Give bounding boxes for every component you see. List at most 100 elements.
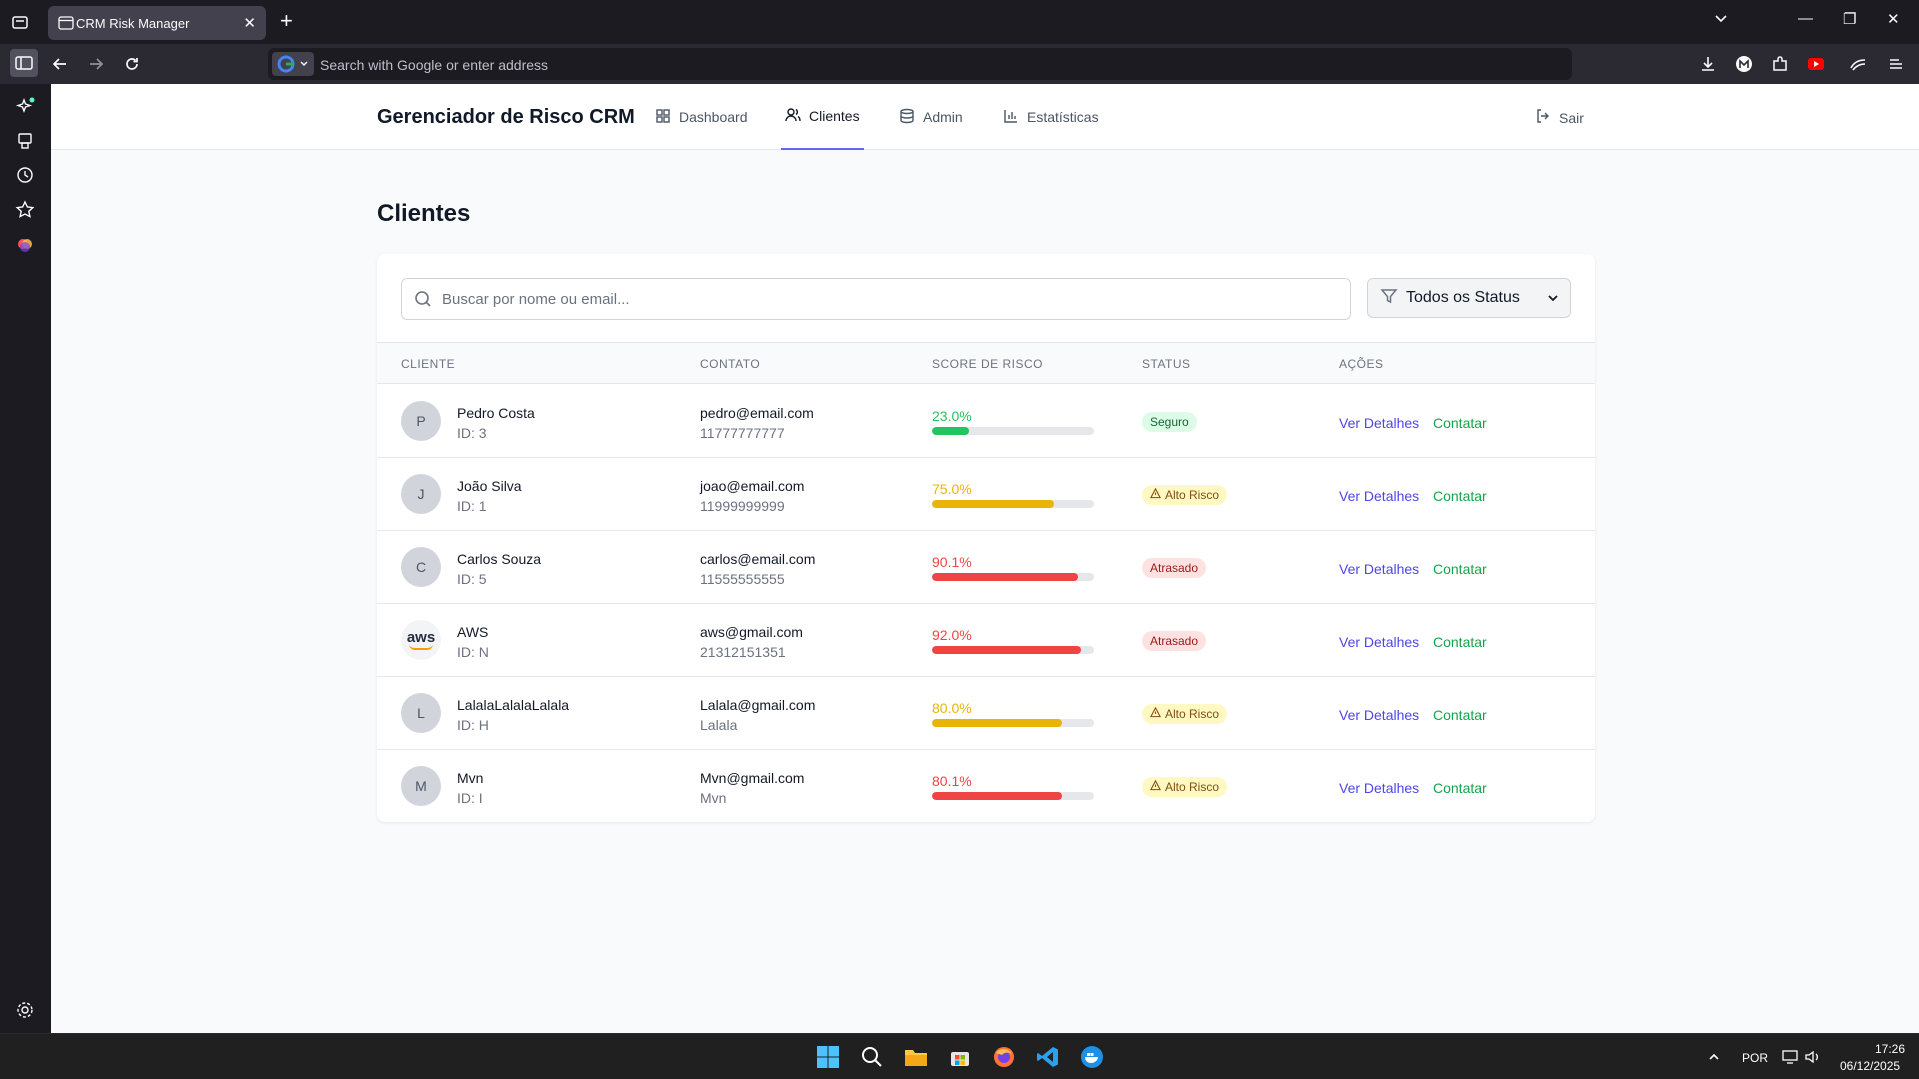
history-icon[interactable] — [14, 164, 36, 186]
th-cliente: CLIENTE — [401, 357, 456, 371]
risk-score-bar — [932, 646, 1094, 654]
file-explorer-icon[interactable] — [901, 1042, 931, 1072]
search-engine-google-icon[interactable] — [272, 52, 314, 76]
forward-icon[interactable] — [84, 52, 108, 76]
nav-clientes[interactable]: Clientes — [781, 84, 864, 150]
app-header: Gerenciador de Risco CRM Dashboard Clien… — [51, 84, 1919, 150]
clock-time[interactable]: 17:26 — [1875, 1042, 1906, 1056]
status-badge: Alto Risco — [1142, 485, 1228, 505]
logout-button[interactable]: Sair — [1535, 108, 1584, 127]
search-icon — [414, 290, 432, 313]
keyboard-language[interactable]: POR — [1742, 1051, 1769, 1065]
contact-link[interactable]: Contatar — [1433, 561, 1487, 577]
page-favicon-icon — [58, 16, 74, 30]
dashboard-grid-icon — [655, 108, 671, 127]
logout-label: Sair — [1559, 109, 1584, 126]
th-status: STATUS — [1142, 357, 1191, 371]
client-phone: Mvn — [700, 790, 727, 806]
risk-score-bar — [932, 573, 1094, 581]
tray-chevron-up-icon[interactable] — [1699, 1042, 1729, 1072]
menu-icon[interactable] — [1884, 52, 1908, 76]
status-badge: Atrasado — [1142, 558, 1207, 578]
extension-icon[interactable] — [1846, 52, 1870, 76]
client-phone: Lalala — [700, 717, 738, 733]
tab-list-icon[interactable] — [10, 12, 30, 32]
restore-icon[interactable]: ❐ — [1843, 11, 1857, 28]
browser-nav-bar: Search with Google or enter address — [0, 44, 1919, 84]
status-filter-select[interactable]: Todos os Status — [1367, 278, 1571, 318]
contact-link[interactable]: Contatar — [1433, 415, 1487, 431]
client-email: pedro@email.com — [700, 405, 814, 421]
view-details-link[interactable]: Ver Detalhes — [1339, 707, 1420, 723]
risk-score-value: 75.0% — [932, 481, 972, 497]
tab-title: CRM Risk Manager — [76, 16, 190, 31]
client-avatar: P — [401, 401, 441, 441]
th-contato: CONTATO — [700, 357, 761, 371]
minimize-icon[interactable]: — — [1798, 10, 1813, 27]
risk-score-fill — [932, 573, 1078, 581]
close-window-icon[interactable]: ✕ — [1887, 11, 1900, 28]
client-name: AWS — [457, 624, 489, 640]
tab-close-icon[interactable]: ✕ — [243, 15, 256, 32]
view-details-link[interactable]: Ver Detalhes — [1339, 780, 1420, 796]
view-details-link[interactable]: Ver Detalhes — [1339, 488, 1420, 504]
risk-score-fill — [932, 427, 970, 435]
view-details-link[interactable]: Ver Detalhes — [1339, 561, 1420, 577]
client-name: Mvn — [457, 770, 484, 786]
clock-date[interactable]: 06/12/2025 — [1840, 1059, 1901, 1073]
sidebar-toggle-icon[interactable] — [10, 49, 38, 77]
downloads-icon[interactable] — [1696, 52, 1720, 76]
status-badge: Seguro — [1142, 412, 1197, 432]
tab-overflow-chevron-icon[interactable] — [1713, 10, 1729, 30]
account-icon[interactable] — [1732, 52, 1756, 76]
risk-score-fill — [932, 719, 1062, 727]
client-id: ID: 1 — [457, 498, 487, 514]
client-id: ID: 5 — [457, 571, 487, 587]
volume-icon[interactable] — [1798, 1042, 1828, 1072]
client-avatar: M — [401, 766, 441, 806]
contact-link[interactable]: Contatar — [1433, 780, 1487, 796]
contact-link[interactable]: Contatar — [1433, 634, 1487, 650]
client-email: carlos@email.com — [700, 551, 816, 567]
client-name: LalalaLalalaLalala — [457, 697, 570, 713]
view-details-link[interactable]: Ver Detalhes — [1339, 634, 1420, 650]
search-field[interactable] — [401, 278, 1351, 320]
client-email: joao@email.com — [700, 478, 805, 494]
risk-score-fill — [932, 792, 1062, 800]
new-tab-icon[interactable]: + — [280, 8, 293, 33]
taskbar-search-icon[interactable] — [857, 1042, 887, 1072]
windows-start-icon[interactable] — [813, 1042, 843, 1072]
firefox-icon[interactable] — [989, 1042, 1019, 1072]
search-input[interactable] — [442, 279, 1342, 319]
extension-colorful-icon[interactable] — [14, 234, 36, 256]
youtube-extension-icon[interactable] — [1804, 52, 1828, 76]
client-name: Pedro Costa — [457, 405, 535, 421]
status-badge: Atrasado — [1142, 631, 1207, 651]
client-phone: 11777777777 — [700, 425, 785, 441]
nav-estatisticas[interactable]: Estatísticas — [1003, 84, 1099, 150]
settings-gear-icon[interactable] — [14, 999, 36, 1021]
back-icon[interactable] — [48, 52, 72, 76]
reload-icon[interactable] — [120, 52, 144, 76]
docker-icon[interactable] — [1077, 1042, 1107, 1072]
ai-chatbot-icon[interactable] — [14, 96, 36, 118]
client-name: João Silva — [457, 478, 522, 494]
view-details-link[interactable]: Ver Detalhes — [1339, 415, 1420, 431]
risk-score-fill — [932, 500, 1054, 508]
nav-dashboard[interactable]: Dashboard — [655, 84, 748, 150]
contact-link[interactable]: Contatar — [1433, 707, 1487, 723]
nav-admin[interactable]: Admin — [899, 84, 963, 150]
warning-triangle-icon — [1150, 487, 1161, 502]
vscode-icon[interactable] — [1033, 1042, 1063, 1072]
contact-link[interactable]: Contatar — [1433, 488, 1487, 504]
risk-score-value: 80.1% — [932, 773, 972, 789]
client-id: ID: I — [457, 790, 483, 806]
address-bar[interactable]: Search with Google or enter address — [268, 48, 1572, 80]
synced-tabs-icon[interactable] — [14, 130, 36, 152]
extensions-icon[interactable] — [1768, 52, 1792, 76]
risk-score-bar — [932, 792, 1094, 800]
browser-tab[interactable]: CRM Risk Manager ✕ — [48, 6, 266, 40]
bookmarks-star-icon[interactable] — [14, 199, 36, 221]
microsoft-store-icon[interactable] — [945, 1042, 975, 1072]
network-icon[interactable] — [1776, 1042, 1806, 1072]
